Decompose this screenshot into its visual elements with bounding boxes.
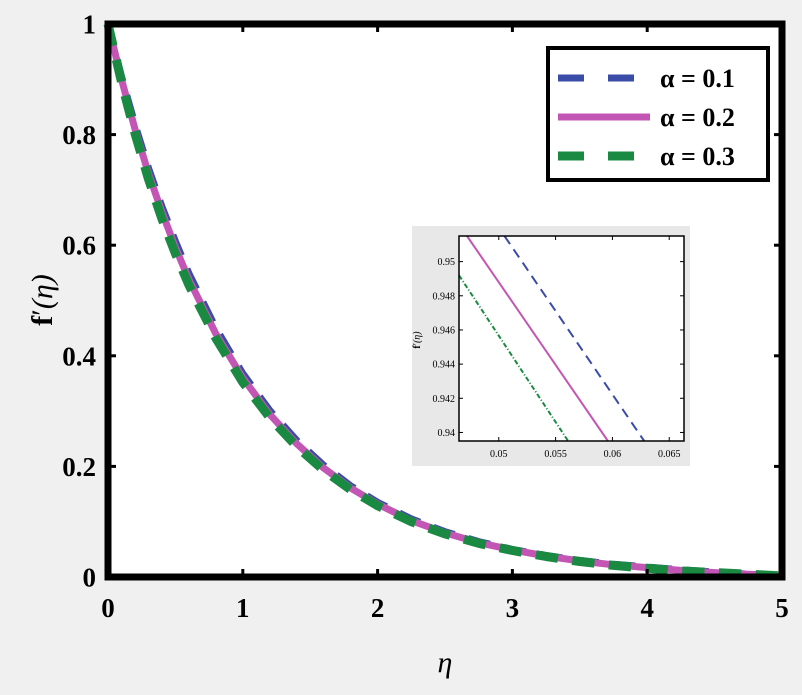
- inset-x-tick-label-0: 0.05: [490, 449, 508, 460]
- inset-plot-area: [459, 236, 684, 441]
- inset-frame: [458, 235, 685, 442]
- inset-y-tick-label-1: 0.942: [433, 394, 456, 405]
- x-tick-label-5: 5: [775, 593, 789, 623]
- inset-y-axis-label-arg: (η): [412, 331, 423, 343]
- inset-series-line-1: [503, 235, 646, 442]
- y-tick-label-5: 1: [83, 9, 97, 39]
- y-tick-label-4: 0.8: [62, 120, 96, 150]
- y-axis-label-prime: ′: [26, 309, 59, 316]
- legend-label-1: α = 0.1: [660, 64, 735, 93]
- svg-text:f′(η): f′(η): [412, 331, 423, 349]
- inset-y-tick-label-3: 0.946: [433, 325, 456, 336]
- y-axis-label: f′(η): [26, 274, 59, 325]
- plot-frame: [104, 20, 786, 581]
- inset-x-tick-label-1: 0.055: [544, 449, 567, 460]
- inset-x-tick-label-2: 0.06: [604, 449, 622, 460]
- main-series-lines: [103, 22, 783, 581]
- series-line-3: [103, 22, 783, 581]
- legend-label-3: α = 0.3: [660, 142, 735, 171]
- y-tick-label-3: 0.6: [62, 231, 96, 261]
- legend-label-2: α = 0.2: [660, 103, 735, 132]
- inset-series-line-3: [458, 274, 569, 442]
- legend: α = 0.1 α = 0.2 α = 0.3: [546, 46, 770, 182]
- inset-ticks: 0.05 0.055 0.06 0.065 0.94 0.942 0.944 0.946 0.9…: [433, 236, 684, 460]
- x-tick-label-0: 0: [101, 593, 115, 623]
- x-axis-label: η: [438, 646, 453, 679]
- inset-series-lines: [458, 235, 646, 442]
- x-tick-label-2: 2: [371, 593, 385, 623]
- inset-y-tick-label-5: 0.95: [438, 257, 456, 268]
- inset-y-tick-label-0: 0.94: [438, 428, 456, 439]
- main-ticks: 0 1 2 3 4 5 0 0.2 0.4 0.6 0.8 1: [62, 9, 789, 623]
- inset-y-axis-label-prime: ′: [412, 343, 423, 345]
- y-axis-label-main: f: [26, 315, 59, 326]
- inset-y-tick-label-2: 0.944: [433, 360, 456, 371]
- inset-y-tick-label-4: 0.948: [433, 291, 456, 302]
- inset-chart: 0.05 0.055 0.06 0.065 0.94 0.942 0.944 0.946 0.9…: [412, 226, 690, 466]
- x-tick-label-4: 4: [640, 593, 654, 623]
- inset-y-axis-label-main: f: [412, 345, 423, 349]
- inset-series-line-2: [466, 235, 609, 442]
- inset-x-tick-label-3: 0.065: [658, 449, 681, 460]
- x-tick-label-3: 3: [506, 593, 520, 623]
- svg-text:f′(η): f′(η): [26, 274, 59, 325]
- y-tick-label-2: 0.4: [62, 341, 96, 371]
- inset-y-axis-label: f′(η): [412, 331, 423, 349]
- y-tick-label-1: 0.2: [62, 452, 96, 482]
- x-tick-label-1: 1: [236, 593, 250, 623]
- y-tick-label-0: 0: [83, 562, 97, 592]
- y-axis-label-arg: (η): [26, 274, 59, 309]
